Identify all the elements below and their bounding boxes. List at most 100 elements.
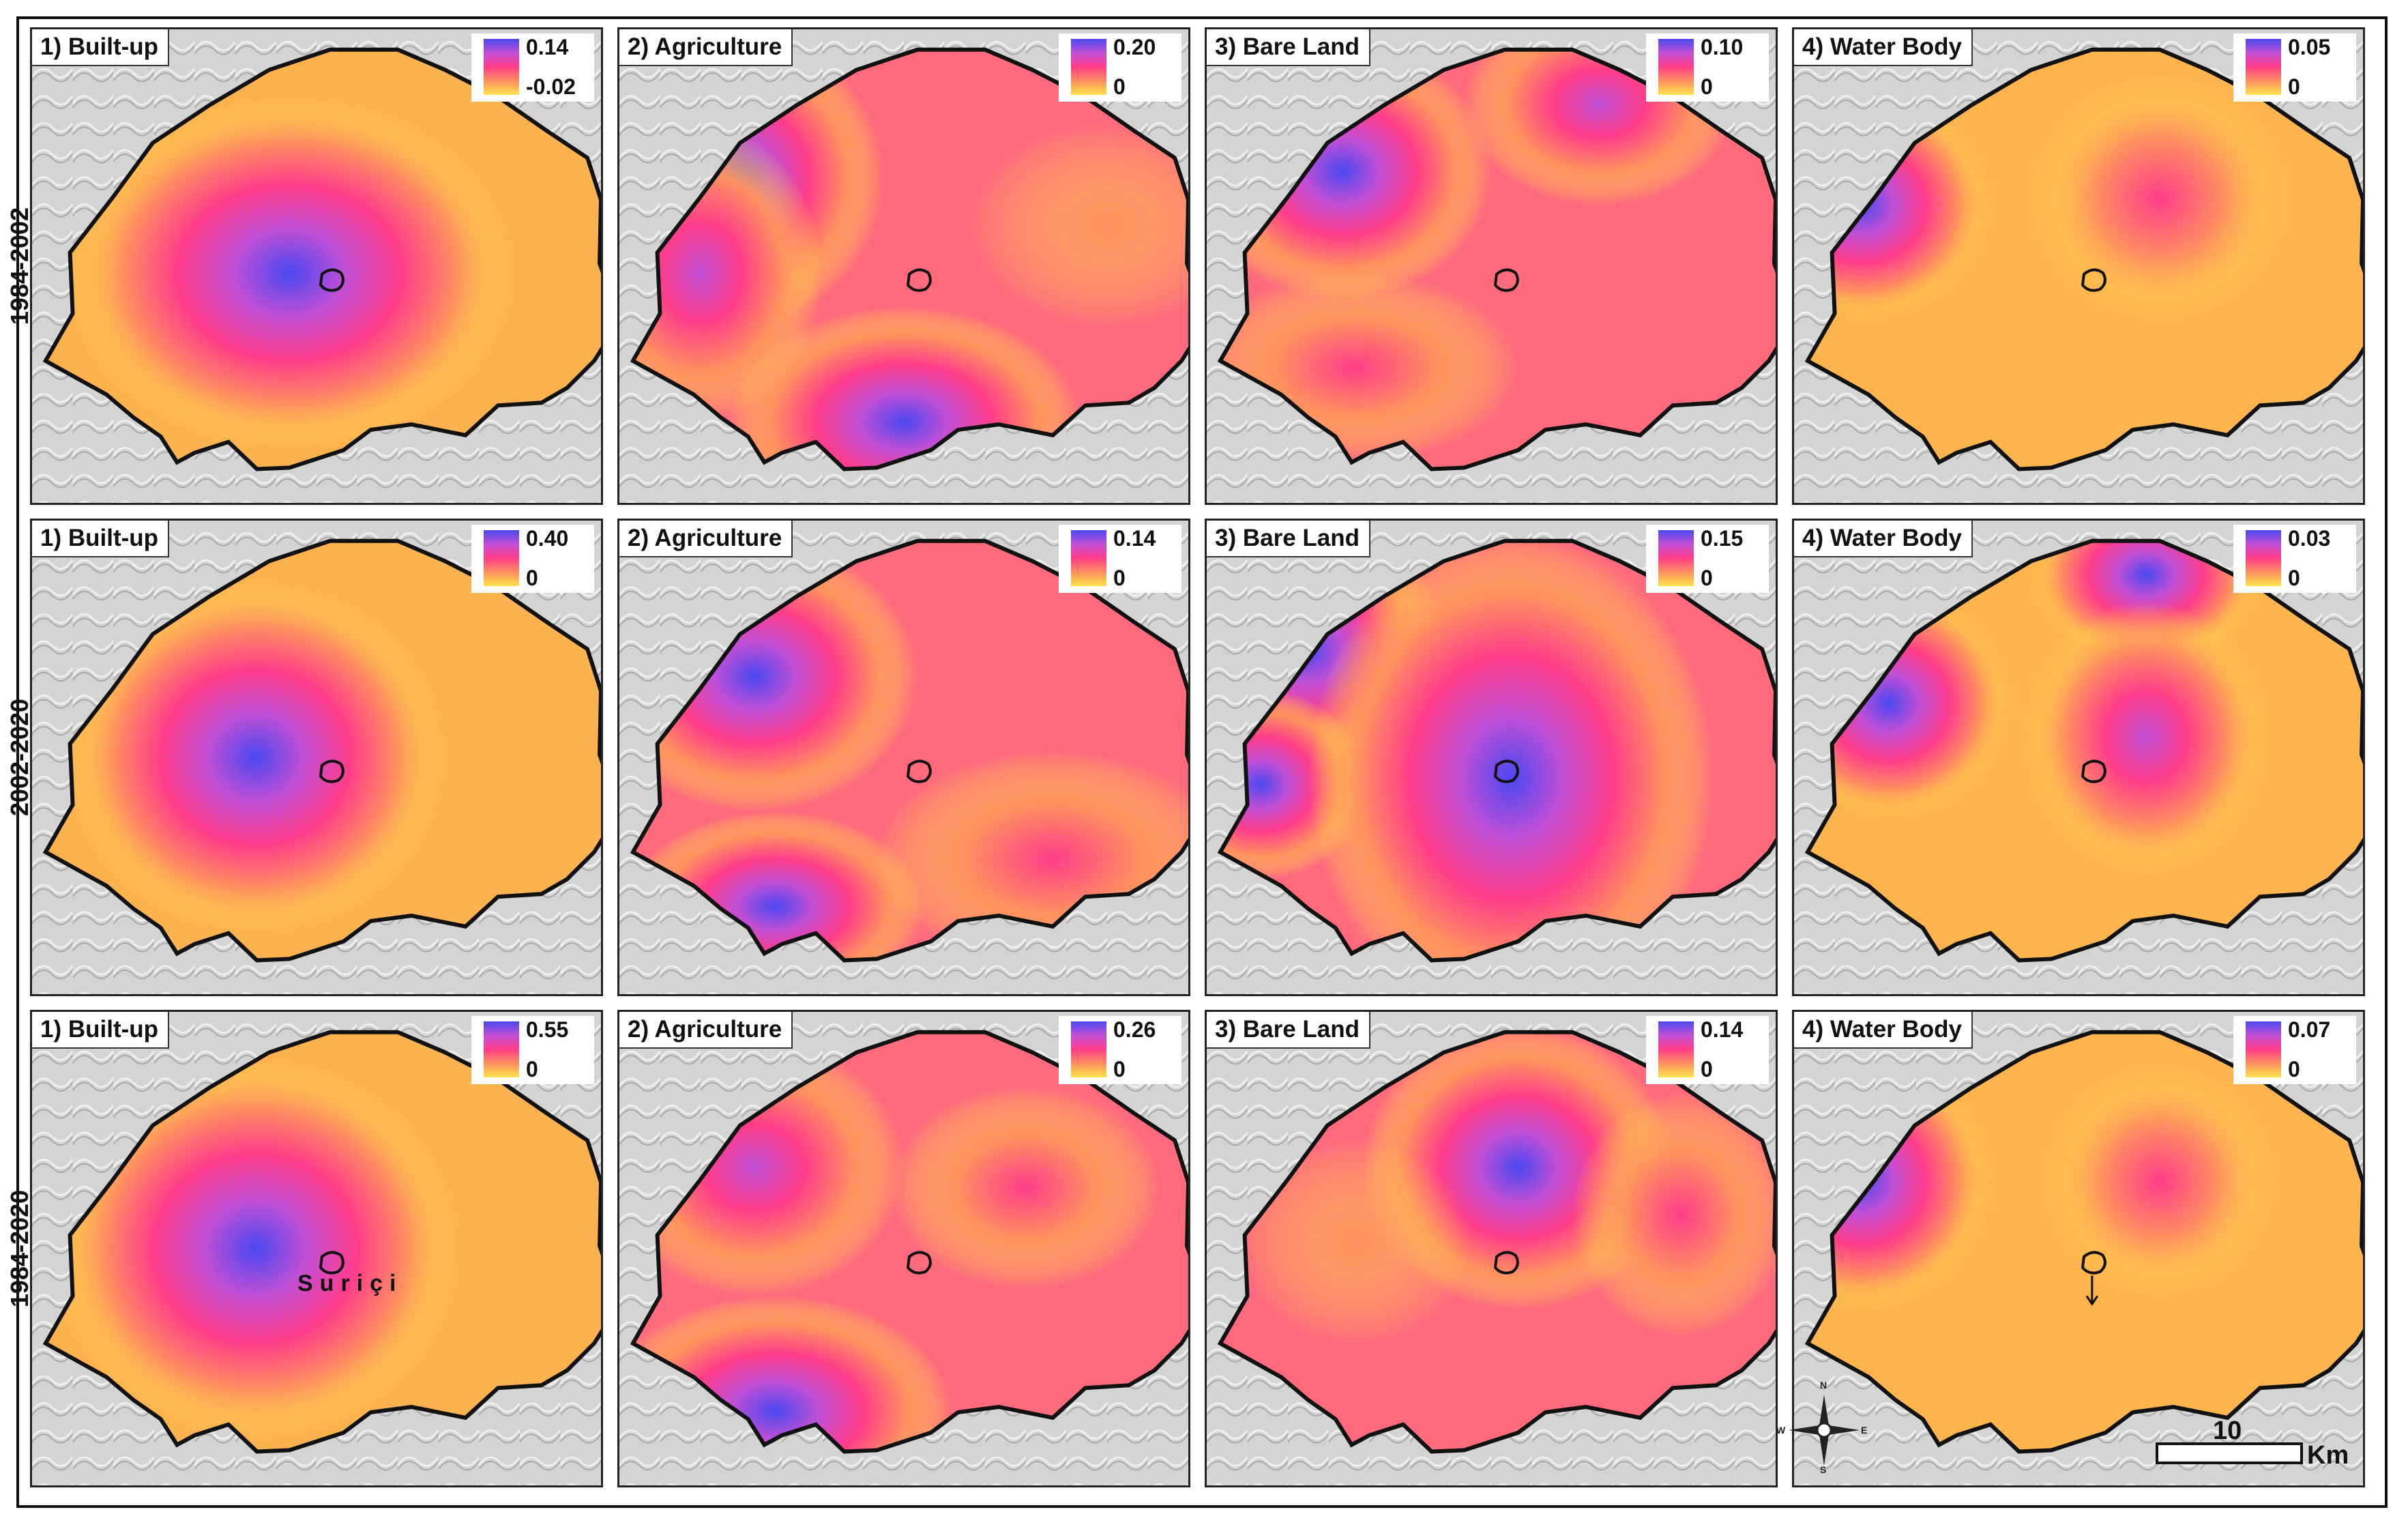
surici-outline — [1493, 1251, 1519, 1275]
panel-title: 4) Water Body — [1794, 521, 1973, 557]
study-area-boundary — [1804, 538, 2363, 963]
study-area-boundary — [1804, 47, 2363, 471]
legend: 0.26 0 — [1059, 1016, 1181, 1084]
legend: 0.14 0 — [1059, 525, 1181, 593]
map-panel: 1) Built-up 0.40 0 — [30, 519, 603, 996]
legend-gradient — [484, 39, 519, 95]
legend-min: 0 — [2288, 74, 2300, 99]
surici-arrow — [2085, 1275, 2099, 1306]
legend-gradient — [1658, 1021, 1694, 1077]
legend: 0.55 0 — [471, 1016, 594, 1084]
panel-title: 2) Agriculture — [619, 29, 793, 66]
map-panel: 4) Water Body 0.03 0 — [1792, 519, 2365, 996]
panel-title: 1) Built-up — [32, 521, 170, 557]
density-map — [1794, 521, 2363, 994]
map-panel: 4) Water Body 0.07 0 — [1792, 1010, 2365, 1487]
density-hotspot — [1240, 1140, 1471, 1343]
surici-outline — [2081, 268, 2106, 292]
density-hotspot — [65, 581, 445, 933]
density-hotspot — [1572, 1092, 1776, 1337]
surici-outline — [319, 1251, 344, 1275]
study-area-boundary — [1804, 1030, 2363, 1454]
map-panel: 3) Bare Land 0.10 0 — [1205, 27, 1778, 505]
density-map — [619, 29, 1188, 503]
map-panel: 1) Built-up 0.55 0 — [30, 1010, 603, 1487]
density-map — [619, 1012, 1188, 1485]
panel-title: 3) Bare Land — [1207, 521, 1370, 557]
legend-max: 0.03 — [2288, 526, 2331, 551]
density-hotspot — [727, 306, 1081, 469]
density-map — [1207, 29, 1776, 503]
map-panel: 2) Agriculture 0.26 0 — [617, 1010, 1190, 1487]
legend-gradient — [2246, 39, 2281, 95]
legend-min: 0 — [1701, 566, 1713, 590]
legend: 0.03 0 — [2233, 525, 2356, 593]
legend-max: 0.07 — [2288, 1017, 2331, 1042]
panel-title: 4) Water Body — [1794, 1012, 1973, 1049]
surici-outline — [2081, 1251, 2106, 1275]
scale-unit: Km — [2307, 1441, 2349, 1470]
legend: 0.40 0 — [471, 525, 594, 593]
map-panel: 2) Agriculture 0.14 0 — [617, 519, 1190, 996]
density-map — [32, 1012, 601, 1485]
study-area-boundary — [1217, 1030, 1776, 1454]
legend-gradient — [1071, 39, 1106, 95]
surici-outline — [906, 759, 932, 783]
map-panel: 3) Bare Land 0.14 0 — [1205, 1010, 1778, 1487]
scale-value: 10 — [2213, 1416, 2242, 1445]
legend-max: 0.14 — [526, 35, 569, 59]
legend-min: 0 — [1701, 74, 1713, 99]
density-map — [1207, 521, 1776, 994]
legend-min: 0 — [1113, 1057, 1126, 1081]
legend-gradient — [2246, 1021, 2281, 1077]
legend-min: 0 — [2288, 1057, 2300, 1081]
study-area-boundary — [42, 1030, 601, 1454]
legend: 0.14 -0.02 — [471, 33, 594, 102]
legend: 0.14 0 — [1646, 1016, 1769, 1084]
panel-title: 3) Bare Land — [1207, 29, 1370, 66]
density-map — [619, 521, 1188, 994]
legend-min: 0 — [2288, 566, 2300, 590]
legend: 0.10 0 — [1646, 33, 1769, 102]
density-map — [1794, 29, 2363, 503]
density-hotspot — [52, 1059, 459, 1438]
legend-max: 0.40 — [526, 526, 569, 551]
density-hotspot — [1531, 669, 1708, 940]
suricci-label: Suriçi — [297, 1270, 403, 1296]
panel-title: 1) Built-up — [32, 29, 170, 66]
surici-outline — [906, 268, 932, 292]
surici-outline — [2081, 759, 2106, 783]
compass-rose-icon: N S E W — [1776, 1380, 1868, 1475]
legend-gradient — [1658, 39, 1694, 95]
density-hotspot — [632, 1296, 952, 1452]
map-panel: 4) Water Body 0.05 0 — [1792, 27, 2365, 505]
legend-max: 0.26 — [1113, 1017, 1156, 1042]
legend-max: 0.14 — [1113, 526, 1156, 551]
surici-outline — [319, 268, 344, 292]
panel-title: 1) Built-up — [32, 1012, 170, 1049]
panel-title: 3) Bare Land — [1207, 1012, 1370, 1049]
density-map — [1207, 1012, 1776, 1485]
density-map — [1794, 1012, 2363, 1485]
surici-outline — [906, 1251, 932, 1275]
study-area-boundary — [1217, 538, 1776, 963]
legend-max: 0.20 — [1113, 35, 1156, 59]
legend: 0.05 0 — [2233, 33, 2356, 102]
legend-max: 0.14 — [1701, 1017, 1744, 1042]
legend-min: 0 — [526, 566, 538, 590]
surici-outline — [319, 759, 344, 783]
panel-title: 4) Water Body — [1794, 29, 1973, 66]
panel-title: 2) Agriculture — [619, 521, 793, 557]
legend-min: 0 — [1113, 74, 1126, 99]
study-area-boundary — [630, 1030, 1188, 1454]
study-area-boundary — [42, 47, 601, 471]
density-hotspot — [971, 123, 1188, 328]
legend-min: -0.02 — [526, 74, 576, 99]
density-map — [32, 29, 601, 503]
surici-outline — [1493, 268, 1519, 292]
legend-min: 0 — [1701, 1057, 1713, 1081]
legend-gradient — [1658, 530, 1694, 586]
legend-gradient — [1071, 530, 1106, 586]
legend-min: 0 — [526, 1057, 538, 1081]
map-panel: 3) Bare Land 0.15 0 — [1205, 519, 1778, 996]
